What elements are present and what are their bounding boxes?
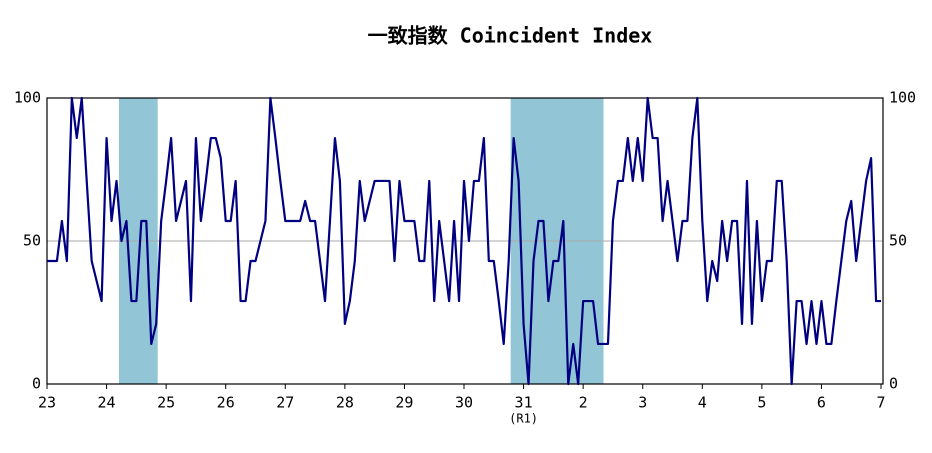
x-tick-label: 27 — [276, 394, 294, 412]
era-annotation: (R1) — [509, 412, 538, 426]
x-tick-label: 6 — [817, 394, 826, 412]
x-tick-label: 25 — [157, 394, 175, 412]
x-tick-label: 3 — [638, 394, 647, 412]
y-tick-label: 50 — [23, 232, 41, 250]
y-tick-label: 0 — [32, 375, 41, 393]
x-tick-label: 7 — [876, 394, 885, 412]
y2-tick-label: 0 — [889, 375, 898, 393]
x-tick-label: 4 — [698, 394, 707, 412]
y2-tick-label: 50 — [889, 232, 907, 250]
y2-tick-label: 100 — [889, 89, 916, 107]
x-tick-label: 26 — [217, 394, 235, 412]
x-tick-label: 23 — [38, 394, 56, 412]
x-tick-label: 2 — [579, 394, 588, 412]
x-tick-label: 30 — [455, 394, 473, 412]
x-tick-label: 29 — [395, 394, 413, 412]
chart-title: 一致指数 Coincident Index — [368, 24, 653, 48]
x-tick-label: 28 — [336, 394, 354, 412]
plot-frame — [46, 97, 884, 385]
x-tick-label: 31 — [515, 394, 533, 412]
x-tick-label: 5 — [757, 394, 766, 412]
y-tick-label: 100 — [14, 89, 41, 107]
x-tick-label: 24 — [98, 394, 116, 412]
index-line — [47, 96, 882, 386]
